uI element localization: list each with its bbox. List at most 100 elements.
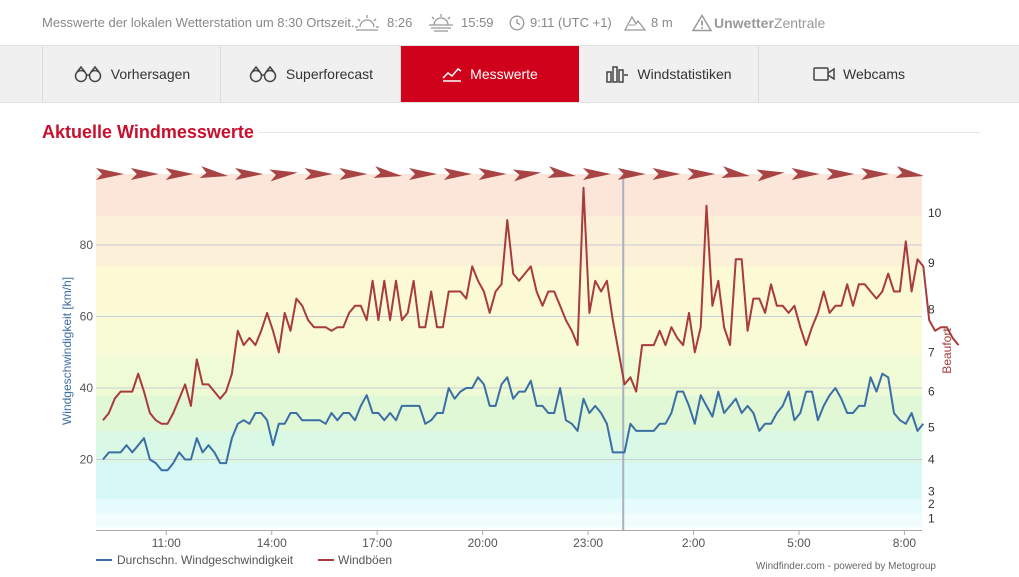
wind-arrow-4 bbox=[235, 168, 264, 180]
wind-arrow-9 bbox=[409, 168, 438, 180]
wind-arrow-16 bbox=[652, 168, 681, 180]
wind-arrow-icon bbox=[861, 168, 890, 180]
wind-chart: 20 40 60 80 123 4 5 6 7 8 9 10 11:00 14:00 17:00 20:0… bbox=[60, 166, 960, 572]
wind-arrow-icon bbox=[721, 166, 750, 178]
beaufort-label-2: 2 bbox=[928, 497, 935, 511]
unwetterzentrale-link[interactable]: Unwetter Zentrale bbox=[692, 13, 826, 32]
sunrise-item: 8:26 bbox=[354, 14, 412, 32]
y-tick-label-60: 60 bbox=[80, 310, 94, 324]
daylength-item: 9:11 (UTC +1) bbox=[509, 15, 612, 31]
beaufort-bands bbox=[96, 174, 922, 530]
beaufort-band-3 bbox=[96, 463, 922, 499]
wind-arrow-2 bbox=[165, 168, 194, 180]
wind-arrow-3 bbox=[199, 166, 229, 178]
y-tick-label-80: 80 bbox=[80, 238, 94, 252]
x-tick-label-23: 23:00 bbox=[573, 536, 603, 550]
wind-arrow-6 bbox=[304, 168, 333, 180]
x-tick-label-14: 14:00 bbox=[257, 536, 287, 550]
beaufort-band-0 bbox=[96, 527, 922, 530]
line-chart-icon bbox=[442, 68, 462, 82]
beaufort-label-5: 5 bbox=[928, 420, 935, 434]
title-divider bbox=[258, 132, 980, 133]
tab-messwerte[interactable]: Messwerte bbox=[401, 46, 579, 102]
tab-vorhersagen[interactable]: Vorhersagen bbox=[42, 46, 221, 102]
video-camera-icon bbox=[813, 67, 835, 81]
chart-credit: Windfinder.com - powered by Metogroup bbox=[756, 561, 937, 572]
wind-arrow-7 bbox=[339, 168, 368, 180]
wind-arrow-icon bbox=[443, 168, 472, 180]
beaufort-axis-title: Beaufort bbox=[940, 328, 954, 374]
unwetter-light: Zentrale bbox=[773, 14, 826, 31]
legend-label-gust: Windböen bbox=[338, 553, 392, 567]
tab-messwerte-label: Messwerte bbox=[470, 66, 538, 82]
wind-arrow-5 bbox=[269, 169, 298, 182]
wind-arrow-17 bbox=[687, 168, 716, 180]
beaufort-axis-labels: 123 4 5 6 7 8 9 10 bbox=[928, 206, 942, 526]
beaufort-label-10: 10 bbox=[928, 206, 942, 220]
wind-arrow-icon bbox=[235, 168, 264, 180]
beaufort-band-4 bbox=[96, 430, 922, 464]
tab-superforecast[interactable]: Superforecast bbox=[221, 46, 401, 102]
main-nav: Vorhersagen Superforecast Messwerte Wind… bbox=[0, 45, 1019, 103]
wind-arrow-13 bbox=[547, 166, 577, 178]
wind-arrow-icon bbox=[96, 168, 124, 180]
x-tick-label-32: 8:00 bbox=[893, 536, 917, 550]
beaufort-band-5 bbox=[96, 395, 922, 431]
wind-arrow-icon bbox=[582, 168, 611, 180]
beaufort-band-10 bbox=[96, 174, 922, 217]
beaufort-label-3: 3 bbox=[928, 485, 935, 499]
binoculars-icon bbox=[249, 65, 277, 83]
section-title: Aktuelle Windmesswerte bbox=[42, 122, 254, 142]
tab-superforecast-label: Superforecast bbox=[285, 66, 374, 82]
sunrise-icon bbox=[355, 14, 379, 31]
wind-arrow-icon bbox=[895, 166, 924, 178]
wind-arrow-11 bbox=[478, 168, 507, 180]
warning-triangle-icon bbox=[692, 13, 712, 31]
wind-arrow-1 bbox=[130, 168, 159, 180]
wind-arrow-icon bbox=[617, 168, 646, 180]
station-info-text: Messwerte der lokalen Wetterstation um 8… bbox=[42, 15, 355, 30]
wind-arrow-icon bbox=[687, 168, 716, 180]
wind-arrow-icon bbox=[130, 168, 159, 180]
daylength-text: 9:11 (UTC +1) bbox=[530, 15, 612, 30]
x-tick-label-20: 20:00 bbox=[468, 536, 498, 550]
wind-arrow-icon bbox=[512, 169, 542, 182]
chart-gridlines bbox=[96, 244, 922, 460]
wind-arrow-icon bbox=[304, 168, 333, 180]
wind-arrow-18 bbox=[721, 166, 750, 178]
wind-arrow-23 bbox=[895, 166, 924, 178]
wind-arrow-icon bbox=[652, 168, 681, 180]
clock-icon bbox=[509, 15, 525, 30]
tab-windstatistiken[interactable]: Windstatistiken bbox=[579, 46, 759, 102]
beaufort-label-6: 6 bbox=[928, 385, 935, 399]
altitude-text: 8 m bbox=[651, 15, 673, 30]
wind-arrow-icon bbox=[165, 168, 194, 180]
beaufort-band-7 bbox=[96, 312, 922, 356]
tab-windstatistiken-label: Windstatistiken bbox=[637, 66, 732, 82]
wind-arrow-10 bbox=[443, 168, 472, 180]
wind-arrow-0 bbox=[96, 168, 124, 180]
sunset-time: 15:59 bbox=[461, 15, 494, 30]
x-axis-labels: 11:00 14:00 17:00 20:00 23:00 2:00 5:00 8:00 bbox=[152, 530, 917, 550]
series-line-1 bbox=[102, 186, 960, 425]
wind-arrow-icon bbox=[373, 166, 403, 178]
beaufort-label-9: 9 bbox=[928, 256, 935, 270]
wind-arrow-icon bbox=[339, 168, 368, 180]
wind-arrow-icon bbox=[269, 169, 298, 182]
x-tick-label-29: 5:00 bbox=[787, 536, 811, 550]
wind-arrow-12 bbox=[512, 169, 542, 182]
beaufort-band-1 bbox=[96, 513, 922, 528]
wind-arrow-icon bbox=[791, 168, 820, 180]
bar-chart-icon bbox=[606, 66, 629, 83]
beaufort-label-7: 7 bbox=[928, 345, 935, 359]
wind-arrow-19 bbox=[756, 169, 785, 182]
sunset-icon bbox=[429, 13, 453, 32]
wind-arrow-14 bbox=[582, 168, 611, 180]
station-info-bar: Messwerte der lokalen Wetterstation um 8… bbox=[0, 0, 1019, 45]
tab-vorhersagen-label: Vorhersagen bbox=[110, 66, 191, 82]
tab-webcams[interactable]: Webcams bbox=[759, 46, 959, 102]
wind-arrow-22 bbox=[861, 168, 890, 180]
tab-webcams-label: Webcams bbox=[843, 66, 905, 82]
beaufort-band-8 bbox=[96, 266, 922, 313]
sunset-item: 15:59 bbox=[428, 13, 494, 32]
